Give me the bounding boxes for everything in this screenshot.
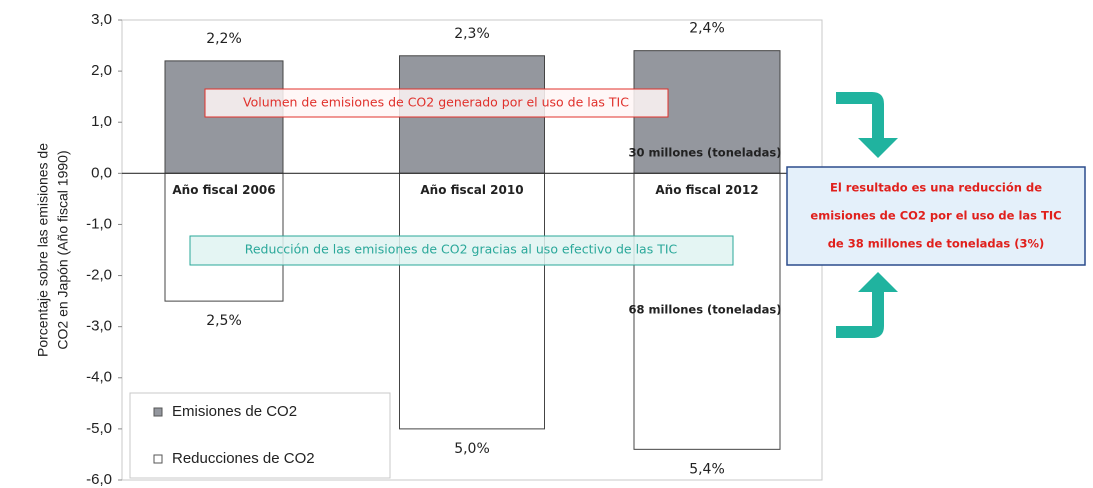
annotation: Volumen de emisiones de CO2 generado por…	[243, 95, 629, 110]
callout-text: El resultado es una reducción de	[830, 181, 1042, 195]
callout-text: emisiones de CO2 por el uso de las TIC	[810, 209, 1061, 223]
y-axis-label: CO2 en Japón (Año fiscal 1990)	[55, 150, 71, 349]
legend	[129, 392, 391, 479]
callout-text: de 38 millones de toneladas (3%)	[828, 237, 1045, 251]
y-tick-label: 0,0	[91, 164, 112, 181]
value-label: 5,0%	[454, 441, 490, 457]
callout-box	[786, 166, 1086, 266]
legend-label: Emisiones de CO2	[172, 403, 297, 420]
annotation-box	[189, 235, 734, 266]
legend-label: Reducciones de CO2	[172, 450, 315, 467]
legend-swatch	[153, 454, 163, 464]
annotation: 30 millones (toneladas)	[629, 146, 782, 160]
y-tick-label: -2,0	[86, 267, 112, 284]
arrow	[836, 92, 898, 158]
annotation-box	[204, 88, 669, 118]
bar	[399, 172, 545, 430]
y-tick-label: -4,0	[86, 369, 112, 386]
x-tick-label: Año fiscal 2006	[172, 183, 275, 197]
y-tick-label: -1,0	[86, 215, 112, 232]
value-label: 2,2%	[206, 31, 242, 47]
value-label: 5,4%	[689, 461, 725, 477]
y-tick-label: 3,0	[91, 11, 112, 28]
value-label: 2,3%	[454, 26, 490, 42]
y-tick-label: -6,0	[86, 471, 112, 488]
y-tick-label: 1,0	[91, 113, 112, 130]
y-axis-label: Porcentaje sobre las emisiones de	[35, 143, 51, 357]
legend-swatch	[153, 407, 163, 417]
y-tick-label: -3,0	[86, 318, 112, 335]
x-tick-label: Año fiscal 2010	[420, 183, 523, 197]
bar	[633, 172, 781, 450]
y-tick-label: 2,0	[91, 62, 112, 79]
annotation: 68 millones (toneladas)	[629, 303, 782, 317]
value-label: 2,5%	[206, 313, 242, 329]
value-label: 2,4%	[689, 21, 725, 37]
x-tick-label: Año fiscal 2012	[655, 183, 758, 197]
y-tick-label: -5,0	[86, 420, 112, 437]
annotation: Reducción de las emisiones de CO2 gracia…	[245, 242, 678, 257]
arrow	[836, 272, 898, 338]
